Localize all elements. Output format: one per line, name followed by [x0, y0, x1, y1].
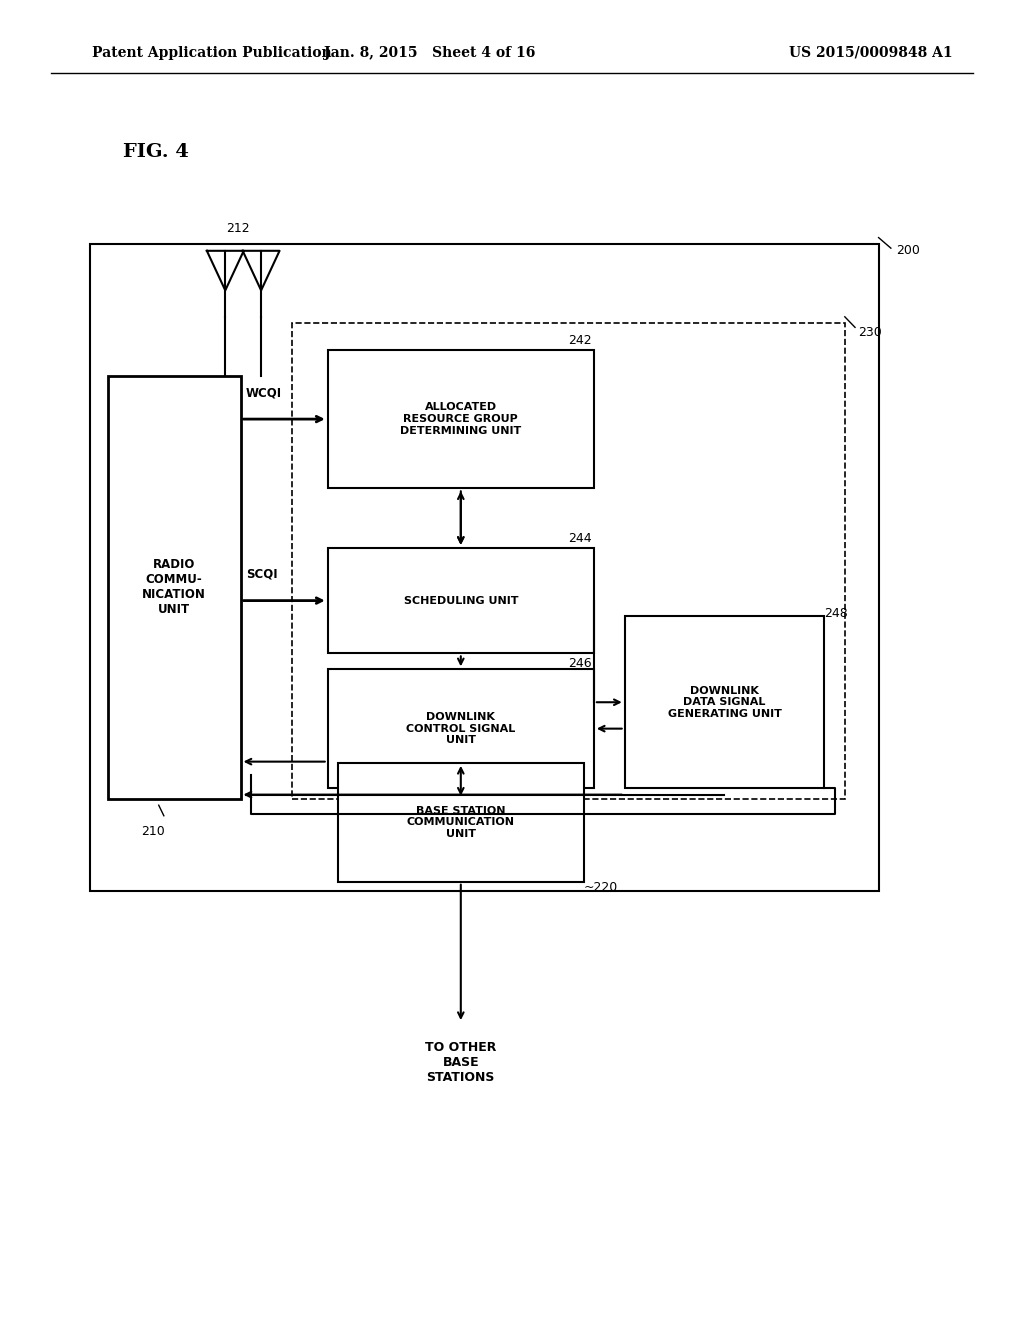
Text: TO OTHER
BASE
STATIONS: TO OTHER BASE STATIONS: [425, 1041, 497, 1084]
FancyBboxPatch shape: [625, 616, 824, 788]
Text: 248: 248: [824, 607, 848, 620]
FancyBboxPatch shape: [328, 350, 594, 488]
FancyBboxPatch shape: [108, 376, 241, 799]
Text: Patent Application Publication: Patent Application Publication: [92, 46, 332, 59]
Text: 242: 242: [568, 334, 592, 347]
Text: 200: 200: [896, 244, 920, 257]
Text: FIG. 4: FIG. 4: [123, 143, 188, 161]
Text: WCQI: WCQI: [246, 387, 282, 399]
Text: SCQI: SCQI: [246, 568, 278, 581]
FancyBboxPatch shape: [328, 669, 594, 788]
Text: 244: 244: [568, 532, 592, 545]
Text: BASE STATION
COMMUNICATION
UNIT: BASE STATION COMMUNICATION UNIT: [407, 805, 515, 840]
Text: US 2015/0009848 A1: US 2015/0009848 A1: [788, 46, 952, 59]
Text: ~220: ~220: [584, 880, 617, 894]
FancyBboxPatch shape: [338, 763, 584, 882]
Text: DOWNLINK
DATA SIGNAL
GENERATING UNIT: DOWNLINK DATA SIGNAL GENERATING UNIT: [668, 685, 781, 719]
Text: Jan. 8, 2015   Sheet 4 of 16: Jan. 8, 2015 Sheet 4 of 16: [325, 46, 536, 59]
Text: 246: 246: [568, 657, 592, 671]
Text: 212: 212: [225, 222, 250, 235]
Text: SCHEDULING UNIT: SCHEDULING UNIT: [403, 595, 518, 606]
Text: RADIO
COMMU-
NICATION
UNIT: RADIO COMMU- NICATION UNIT: [142, 558, 206, 616]
FancyBboxPatch shape: [328, 548, 594, 653]
Text: DOWNLINK
CONTROL SIGNAL
UNIT: DOWNLINK CONTROL SIGNAL UNIT: [407, 711, 515, 746]
FancyBboxPatch shape: [90, 244, 879, 891]
Text: 210: 210: [141, 825, 165, 838]
Text: 230: 230: [858, 326, 882, 339]
Text: ALLOCATED
RESOURCE GROUP
DETERMINING UNIT: ALLOCATED RESOURCE GROUP DETERMINING UNI…: [400, 403, 521, 436]
